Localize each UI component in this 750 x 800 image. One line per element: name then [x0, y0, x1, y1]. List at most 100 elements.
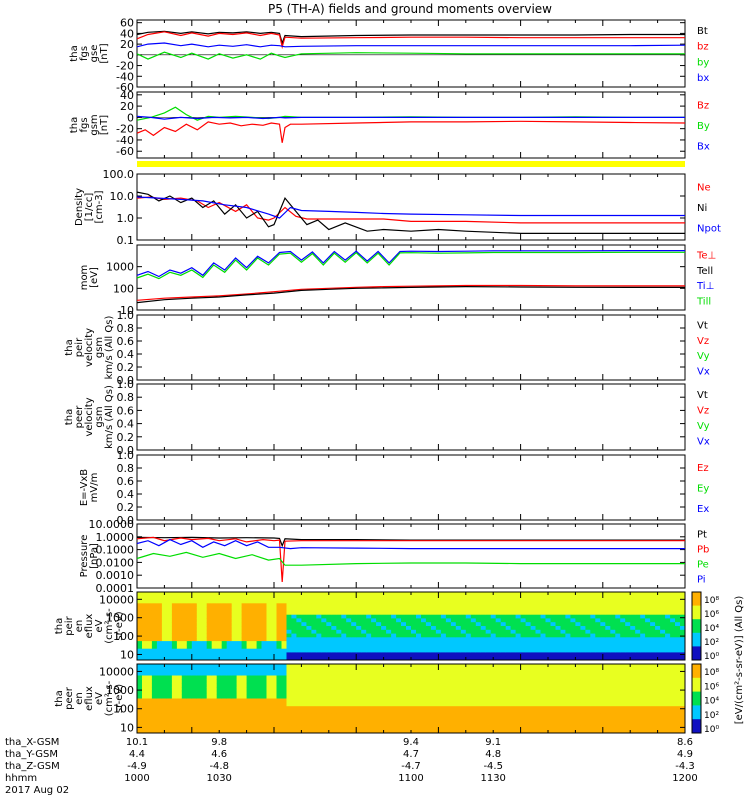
spectrogram-cell — [336, 667, 342, 672]
spectrogram-cell — [500, 622, 507, 627]
spectrogram-cell — [201, 702, 208, 707]
spectrogram-cell — [156, 607, 163, 612]
spectrogram-cell — [231, 683, 238, 688]
spectrogram-cell — [460, 599, 467, 604]
spectrogram-cell — [331, 690, 337, 695]
spectrogram-cell — [640, 614, 646, 619]
spectrogram-cell — [445, 641, 452, 646]
spectrogram-cell — [176, 607, 183, 612]
spectrogram-cell — [540, 607, 546, 612]
y-axis-label-line: velocity — [84, 397, 95, 436]
spectrogram-cell — [281, 595, 287, 600]
spectrogram-cell — [371, 644, 377, 650]
spectrogram-cell — [605, 694, 611, 699]
spectrogram-cell — [570, 595, 576, 600]
spectrogram-cell — [171, 599, 178, 604]
spectrogram-cell — [206, 675, 213, 680]
spectrogram-cell — [341, 626, 347, 631]
spectrogram-cell — [326, 622, 332, 627]
spectrogram-cell — [590, 652, 596, 657]
spectrogram-cell — [301, 644, 307, 650]
spectrogram-cell — [376, 629, 382, 634]
spectrogram-cell — [291, 626, 297, 631]
spectrogram-cell — [166, 622, 173, 627]
spectrogram-cell — [341, 725, 347, 730]
spectrogram-cell — [142, 614, 148, 619]
spectrogram-cell — [376, 637, 382, 642]
spectrogram-cell — [445, 633, 452, 638]
spectrogram-cell — [216, 610, 223, 616]
spectrogram-cell — [376, 687, 382, 692]
spectrogram-cell — [326, 717, 332, 722]
y-tick-label: 1000 — [106, 684, 134, 697]
spectrogram-cell — [276, 592, 282, 597]
spectrogram-cell — [316, 633, 322, 638]
spectrogram-cell — [550, 683, 556, 688]
spectrogram-cell — [171, 644, 178, 650]
spectrogram-cell — [650, 652, 656, 657]
spectrogram-cell — [316, 622, 322, 627]
spectrogram-cell — [396, 599, 402, 604]
spectrogram-cell — [396, 633, 402, 638]
spectrogram-cell — [411, 610, 417, 616]
spectrogram-cell — [251, 706, 257, 711]
spectrogram-cell — [445, 614, 452, 619]
spectrogram-cell — [396, 648, 402, 653]
spectrogram-cell — [291, 652, 297, 657]
spectrogram-cell — [490, 713, 497, 718]
spectrogram-cell — [351, 687, 357, 692]
spectrogram-cell — [246, 644, 252, 650]
spectrogram-cell — [555, 656, 561, 661]
spectrogram-cell — [525, 687, 531, 692]
spectrogram-cell — [490, 721, 497, 726]
spectrogram-cell — [635, 683, 641, 688]
y-tick-label: 0.0 — [117, 514, 135, 527]
spectrogram-cell — [166, 618, 173, 623]
spectrogram-cell — [595, 664, 601, 669]
colorbar-cell — [692, 729, 701, 732]
spectrogram-cell — [435, 599, 442, 604]
spectrogram-cell — [191, 667, 198, 672]
spectrogram-cell — [201, 713, 208, 718]
spectrogram-cell — [425, 607, 432, 612]
y-axis-label: tha peer en eflux eV (cm²-s-sr-eV) — [54, 680, 125, 716]
spectrogram-cell — [630, 702, 636, 707]
spectrogram-cell — [236, 687, 242, 692]
spectrogram-cell — [241, 725, 247, 730]
spectrogram-cell — [151, 652, 158, 657]
spectrogram-cell — [560, 629, 566, 634]
legend-entry: Tell — [696, 266, 713, 277]
spectrogram-cell — [196, 641, 203, 646]
spectrogram-cell — [386, 648, 392, 653]
spectrogram-cell — [645, 641, 651, 646]
spectrogram-cell — [206, 679, 213, 684]
spectrogram-cell — [296, 690, 302, 695]
spectrogram-cell — [261, 725, 267, 730]
spectrogram-cell — [221, 592, 228, 597]
spectrogram-cell — [306, 633, 312, 638]
spectrogram-cell — [425, 614, 432, 619]
spectrogram-cell — [331, 607, 337, 612]
spectrogram-cell — [625, 592, 631, 597]
spectrogram-cell — [460, 648, 467, 653]
spectrogram-cell — [196, 729, 203, 734]
spectrogram-cell — [286, 603, 292, 608]
spectrogram-cell — [276, 671, 282, 676]
spectrogram-cell — [675, 675, 681, 680]
spectrogram-cell — [181, 595, 188, 600]
spectrogram-cell — [142, 626, 148, 631]
spectrogram-cell — [301, 671, 307, 676]
spectrogram-cell — [401, 637, 407, 642]
spectrogram-cell — [440, 595, 447, 600]
spectrogram-cell — [565, 614, 571, 619]
spectrogram-cell — [142, 706, 148, 711]
spectrogram-cell — [331, 595, 337, 600]
spectrogram-cell — [610, 637, 616, 642]
spectrogram-cell — [246, 690, 252, 695]
spectrogram-cell — [440, 599, 447, 604]
spectrogram-cell — [670, 644, 676, 650]
spectrogram-cell — [166, 690, 173, 695]
spectrogram-cell — [680, 656, 686, 661]
spectrogram-cell — [416, 679, 422, 684]
spectrogram-cell — [361, 706, 367, 711]
